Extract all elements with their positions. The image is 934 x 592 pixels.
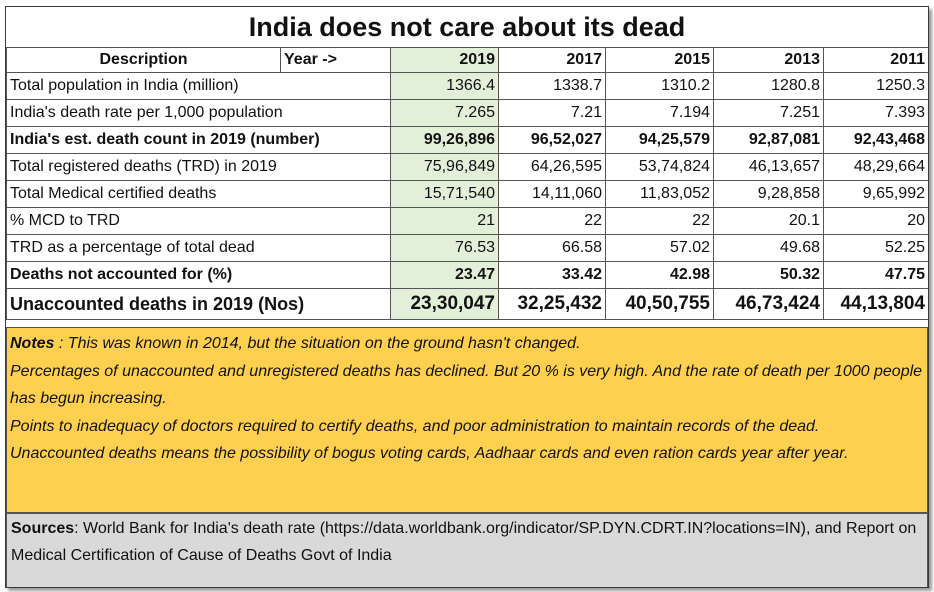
table-row: Total population in India (million) 1366.… (6, 72, 928, 100)
row-value-2011: 20 (823, 207, 928, 235)
header-year-2019: 2019 (390, 47, 499, 73)
data-table: Description Year -> 2019 2017 2015 2013 … (6, 47, 928, 320)
notes-line-3: Points to inadequacy of doctors required… (10, 417, 820, 435)
row-value-2015: 42.98 (605, 261, 714, 289)
row-value-2019: 23,30,047 (390, 288, 499, 320)
row-value-2019: 1366.4 (390, 72, 499, 100)
header-description: Description (6, 47, 281, 73)
row-label: Total population in India (million) (6, 72, 391, 100)
row-value-2017: 22 (498, 207, 606, 235)
row-value-2017: 96,52,027 (498, 126, 606, 154)
row-label: Total registered deaths (TRD) in 2019 (6, 153, 391, 181)
notes-line-4: Unaccounted deaths means the possibility… (10, 445, 849, 462)
row-value-2015: 7.194 (605, 99, 714, 127)
row-label: Total Medical certified deaths (6, 180, 391, 208)
row-value-2013: 92,87,081 (713, 126, 824, 154)
row-value-2019: 23.47 (390, 261, 499, 289)
table-header-row: Description Year -> 2019 2017 2015 2013 … (6, 47, 928, 73)
table-row: Total Medical certified deaths 15,71,540 1… (6, 180, 928, 208)
row-value-2015: 57.02 (605, 234, 714, 262)
row-value-2013: 49.68 (713, 234, 824, 262)
row-value-2013: 50.32 (713, 261, 824, 289)
row-value-2017: 1338.7 (498, 72, 606, 100)
row-value-2019: 99,26,896 (390, 126, 499, 154)
notes-box: Notes : This was known in 2014, but the … (6, 327, 928, 513)
notes-label: Notes (10, 335, 55, 352)
table-row: TRD as a percentage of total dead 76.53 66… (6, 234, 928, 262)
row-value-2017: 32,25,432 (498, 288, 606, 320)
document-frame: India does not care about its dead Descr… (5, 6, 929, 588)
notes-line-2: Percentages of unaccounted and unregiste… (10, 362, 923, 408)
header-year-label: Year -> (280, 47, 391, 73)
header-year-2017: 2017 (498, 47, 606, 73)
row-value-2019: 15,71,540 (390, 180, 499, 208)
row-value-2013: 1280.8 (713, 72, 824, 100)
row-label: % MCD to TRD (6, 207, 391, 235)
row-value-2011: 9,65,992 (823, 180, 928, 208)
row-value-2019: 75,96,849 (390, 153, 499, 181)
row-label: Unaccounted deaths in 2019 (Nos) (6, 288, 391, 320)
notes-text-1: : This was known in 2014, but the situat… (54, 335, 581, 352)
header-year-2011: 2011 (823, 47, 928, 73)
table-row: Total registered deaths (TRD) in 2019 75,… (6, 153, 928, 181)
table-row: % MCD to TRD 21 22 22 20.1 20 (6, 207, 928, 235)
row-value-2017: 33.42 (498, 261, 606, 289)
table-row: India's death rate per 1,000 population 7… (6, 99, 928, 127)
row-value-2013: 20.1 (713, 207, 824, 235)
row-value-2011: 1250.3 (823, 72, 928, 100)
row-value-2017: 7.21 (498, 99, 606, 127)
row-value-2011: 44,13,804 (823, 288, 928, 320)
row-label: Deaths not accounted for (%) (6, 261, 391, 289)
header-year-2015: 2015 (605, 47, 714, 73)
row-value-2019: 21 (390, 207, 499, 235)
row-value-2015: 1310.2 (605, 72, 714, 100)
row-value-2011: 48,29,664 (823, 153, 928, 181)
table-row: India's est. death count in 2019 (number… (6, 126, 928, 154)
row-value-2013: 7.251 (713, 99, 824, 127)
sources-label: Sources (11, 520, 75, 537)
row-label: TRD as a percentage of total dead (6, 234, 391, 262)
row-value-2015: 22 (605, 207, 714, 235)
row-value-2011: 92,43,468 (823, 126, 928, 154)
table-row: Deaths not accounted for (%) 23.47 33.42 42… (6, 261, 928, 289)
row-value-2013: 9,28,858 (713, 180, 824, 208)
row-value-2011: 7.393 (823, 99, 928, 127)
header-year-2013: 2013 (713, 47, 824, 73)
row-value-2015: 40,50,755 (605, 288, 714, 320)
row-value-2013: 46,73,424 (713, 288, 824, 320)
table-row: Unaccounted deaths in 2019 (Nos) 23,30,04… (6, 288, 928, 320)
row-value-2011: 52.25 (823, 234, 928, 262)
row-label: India's death rate per 1,000 population (6, 99, 391, 127)
row-value-2013: 46,13,657 (713, 153, 824, 181)
table-body: Total population in India (million) 1366.… (6, 72, 928, 320)
sources-text: : World Bank for India's death rate (htt… (11, 520, 917, 564)
row-value-2019: 76.53 (390, 234, 499, 262)
row-value-2019: 7.265 (390, 99, 499, 127)
row-value-2015: 94,25,579 (605, 126, 714, 154)
row-label: India's est. death count in 2019 (number… (6, 126, 391, 154)
row-value-2017: 14,11,060 (498, 180, 606, 208)
page-title: India does not care about its dead (248, 12, 686, 42)
sources-box: Sources: World Bank for India's death ra… (6, 513, 928, 587)
notes-line-1: Notes : This was known in 2014, but the … (10, 330, 924, 358)
row-value-2011: 47.75 (823, 261, 928, 289)
row-value-2015: 53,74,824 (605, 153, 714, 181)
row-value-2017: 66.58 (498, 234, 606, 262)
row-value-2015: 11,83,052 (605, 180, 714, 208)
row-value-2017: 64,26,595 (498, 153, 606, 181)
